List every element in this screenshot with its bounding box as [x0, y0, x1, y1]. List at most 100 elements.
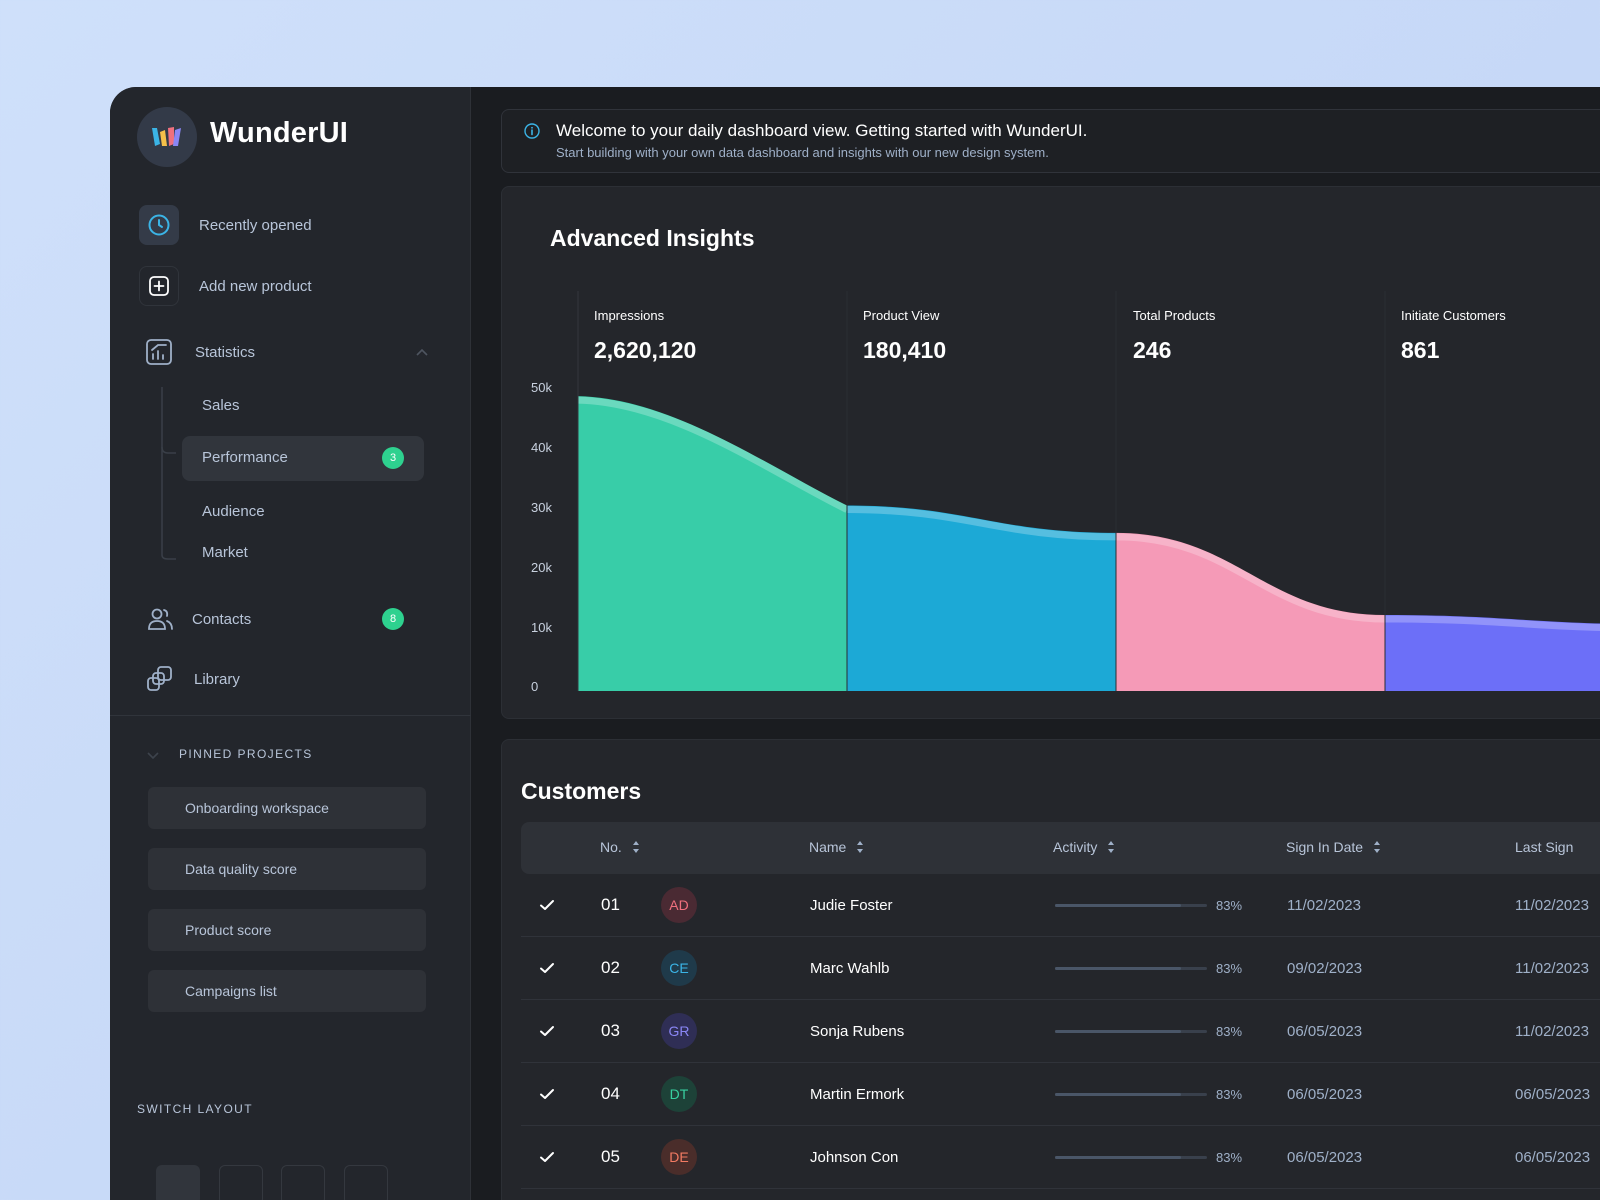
row-checkbox[interactable] — [539, 1126, 555, 1188]
column-activity-label: Activity — [1053, 839, 1098, 855]
sidebar-item-performance[interactable]: Performance 3 — [182, 436, 424, 481]
main-content: Welcome to your daily dashboard view. Ge… — [472, 87, 1600, 1200]
layout-option-3[interactable] — [281, 1165, 325, 1200]
app-window: WunderUI Recently opened Add new product… — [110, 87, 1600, 1200]
customers-card: Customers No. Name Activity Sign In Date — [501, 739, 1600, 1200]
chevron-down-icon[interactable] — [146, 750, 160, 760]
layout-option-4[interactable] — [344, 1165, 388, 1200]
area-segment-impressions — [577, 396, 849, 691]
users-icon — [148, 608, 173, 630]
sidebar-item-market[interactable]: Market — [202, 544, 248, 561]
nav-statistics[interactable]: Statistics — [139, 332, 429, 372]
column-name[interactable]: Name — [809, 839, 864, 855]
avatar-cell: CE — [661, 937, 697, 999]
sidebar-item-performance-label: Performance — [202, 449, 288, 466]
column-last-sign[interactable]: Last Sign — [1515, 839, 1573, 855]
row-number: 01 — [601, 895, 620, 914]
brand-name: WunderUI — [210, 117, 349, 149]
customer-name: Judie Foster — [810, 896, 893, 914]
column-name-label: Name — [809, 839, 847, 855]
activity-percent: 83% — [1216, 897, 1243, 913]
nav-contacts-label: Contacts — [192, 610, 252, 628]
activity-cell: 83% — [1055, 1126, 1242, 1188]
table-row[interactable]: 05 DE Johnson Con 83% 06/05/2023 06/05/2… — [521, 1126, 1600, 1189]
check-icon — [540, 1152, 554, 1162]
metric-label-initiate-customers: Initiate Customers — [1401, 308, 1506, 323]
avatar: DE — [661, 1139, 697, 1175]
customer-name: Marc Wahlb — [810, 959, 890, 977]
last-sign-date: 11/02/2023 — [1515, 896, 1589, 914]
row-number: 05 — [601, 1147, 620, 1166]
row-checkbox[interactable] — [539, 937, 555, 999]
sign-in-date: 09/02/2023 — [1287, 959, 1363, 977]
metric-value-total-products: 246 — [1133, 337, 1172, 363]
metric-label-total-products: Total Products — [1133, 308, 1216, 323]
row-checkbox[interactable] — [539, 1063, 555, 1125]
nav-statistics-label: Statistics — [195, 343, 256, 361]
y-tick-20k: 20k — [531, 560, 552, 575]
check-icon — [540, 1089, 554, 1099]
last-sign-date: 11/02/2023 — [1515, 959, 1589, 977]
row-checkbox[interactable] — [539, 1000, 555, 1062]
activity-cell: 83% — [1055, 1063, 1242, 1125]
activity-bar — [1055, 1092, 1207, 1096]
check-icon — [540, 1026, 554, 1036]
sidebar-item-sales[interactable]: Sales — [202, 397, 240, 414]
layout-option-2[interactable] — [219, 1165, 263, 1200]
customer-name: Sonja Rubens — [810, 1022, 905, 1040]
metric-value-product-view: 180,410 — [863, 337, 947, 363]
row-checkbox[interactable] — [539, 874, 555, 936]
y-tick-10k: 10k — [531, 620, 552, 635]
activity-cell: 83% — [1055, 1000, 1242, 1062]
column-sign-in-date[interactable]: Sign In Date — [1286, 839, 1381, 855]
activity-bar — [1055, 966, 1207, 970]
banner-title: Welcome to your daily dashboard view. Ge… — [556, 121, 1088, 140]
nav-contacts[interactable]: Contacts 8 — [146, 605, 410, 633]
sort-icon — [632, 841, 639, 853]
y-tick-40k: 40k — [531, 440, 552, 455]
row-number: 03 — [601, 1021, 620, 1040]
column-activity[interactable]: Activity — [1053, 839, 1115, 855]
activity-percent: 83% — [1216, 960, 1243, 976]
sidebar-item-audience[interactable]: Audience — [202, 503, 265, 520]
column-no[interactable]: No. — [600, 839, 640, 855]
nav-recently-opened-label: Recently opened — [199, 216, 312, 234]
activity-cell: 83% — [1055, 937, 1242, 999]
table-row[interactable]: 03 GR Sonja Rubens 83% 06/05/2023 11/02/… — [521, 1000, 1600, 1063]
contacts-badge: 8 — [382, 608, 404, 630]
table-row[interactable]: 01 AD Judie Foster 83% 11/02/2023 11/02/… — [521, 874, 1600, 937]
sign-in-date: 06/05/2023 — [1287, 1148, 1363, 1166]
metric-value-impressions: 2,620,120 — [594, 337, 697, 363]
nav-add-new-product-label: Add new product — [199, 277, 312, 295]
activity-bar-fill — [1055, 1092, 1182, 1096]
clock-icon — [139, 205, 179, 245]
table-row[interactable]: 02 CE Marc Wahlb 83% 09/02/2023 11/02/20… — [521, 937, 1600, 1000]
sort-icon — [1374, 841, 1381, 853]
chevron-up-icon[interactable] — [415, 347, 429, 357]
area-segment-initiate-customers — [1384, 615, 1600, 691]
nav-recently-opened[interactable]: Recently opened — [139, 205, 312, 245]
tree-connector-icon — [161, 387, 176, 560]
column-no-label: No. — [600, 839, 622, 855]
pinned-project-campaigns[interactable]: Campaigns list — [148, 970, 426, 1012]
layout-option-1[interactable] — [156, 1165, 200, 1200]
avatar: GR — [661, 1013, 697, 1049]
chart-trend-icon — [139, 332, 179, 372]
pinned-project-data-quality[interactable]: Data quality score — [148, 848, 426, 890]
avatar: DT — [661, 1076, 697, 1112]
plus-square-icon — [139, 266, 179, 306]
pinned-project-product-score[interactable]: Product score — [148, 909, 426, 951]
last-sign-date: 06/05/2023 — [1515, 1085, 1591, 1103]
table-row[interactable]: 04 DT Martin Ermork 83% 06/05/2023 06/05… — [521, 1063, 1600, 1126]
avatar: AD — [661, 887, 697, 923]
sign-in-date: 06/05/2023 — [1287, 1022, 1363, 1040]
nav-library-label: Library — [194, 670, 240, 688]
nav-library[interactable]: Library — [146, 665, 240, 693]
check-icon — [540, 963, 554, 973]
pinned-project-onboarding[interactable]: Onboarding workspace — [148, 787, 426, 829]
sign-in-date: 11/02/2023 — [1287, 896, 1361, 914]
y-tick-30k: 30k — [531, 500, 552, 515]
customer-name: Martin Ermork — [810, 1085, 905, 1103]
nav-add-new-product[interactable]: Add new product — [139, 266, 312, 306]
avatar-cell: DE — [661, 1126, 697, 1188]
